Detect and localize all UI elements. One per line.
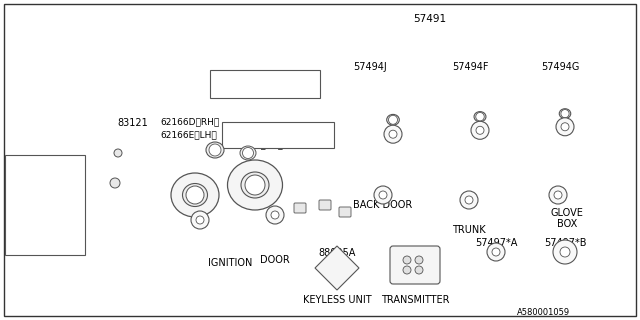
Bar [222,122,334,148]
Polygon shape [315,246,359,290]
Text: BACK DOOR: BACK DOOR [353,200,413,210]
Circle shape [556,118,574,136]
Circle shape [403,256,411,264]
Circle shape [374,186,392,204]
Text: 83121: 83121 [118,118,148,128]
Circle shape [554,191,562,199]
Text: 57494G: 57494G [541,62,579,72]
Circle shape [492,248,500,256]
Circle shape [415,266,423,274]
Circle shape [271,211,279,219]
Circle shape [471,121,489,139]
Circle shape [110,178,120,188]
Text: 57494F: 57494F [452,62,488,72]
Circle shape [196,216,204,224]
Text: 62166E〈LH〉: 62166E〈LH〉 [160,130,217,139]
Circle shape [553,240,577,264]
FancyBboxPatch shape [554,105,576,124]
Circle shape [403,266,411,274]
Ellipse shape [559,109,571,118]
Text: 88211C〈RH〉: 88211C〈RH〉 [225,127,284,136]
Circle shape [266,206,284,224]
Text: GLOVE: GLOVE [550,208,584,218]
Text: BOX: BOX [557,219,577,229]
Ellipse shape [171,173,219,217]
Circle shape [209,144,221,156]
Ellipse shape [182,183,207,206]
Text: 88035E: 88035E [397,248,433,258]
FancyBboxPatch shape [390,246,440,284]
Ellipse shape [240,146,256,160]
Text: 57494H〈RH〉: 57494H〈RH〉 [215,75,274,84]
Text: IGNITION: IGNITION [208,258,252,268]
Circle shape [560,247,570,257]
Text: 57497*A: 57497*A [475,238,517,248]
Circle shape [245,175,265,195]
Circle shape [487,243,505,261]
Text: 88035A: 88035A [318,248,356,258]
Text: 57497*B: 57497*B [544,238,586,248]
Text: 62166D〈RH〉: 62166D〈RH〉 [160,117,220,126]
Text: 88211D〈LH〉: 88211D〈LH〉 [225,140,283,149]
Text: 83141: 83141 [38,175,68,185]
Circle shape [476,112,484,121]
Circle shape [243,148,253,158]
Bar [5,155,85,255]
Text: 83140: 83140 [38,162,68,172]
Bar [210,70,320,98]
Text: TRUNK: TRUNK [452,225,486,235]
Circle shape [460,191,478,209]
Circle shape [415,256,423,264]
Circle shape [186,186,204,204]
Circle shape [476,126,484,134]
Circle shape [114,149,122,157]
Circle shape [561,123,569,131]
Circle shape [384,125,402,143]
Text: A580001059: A580001059 [517,308,570,317]
Text: 57494J: 57494J [353,62,387,72]
FancyBboxPatch shape [294,203,306,213]
FancyBboxPatch shape [339,207,351,217]
Text: KEYLESS UNIT: KEYLESS UNIT [303,295,371,305]
Text: TRANSMITTER: TRANSMITTER [381,295,449,305]
Circle shape [465,196,473,204]
Ellipse shape [227,160,282,210]
Text: 57494I〈LH〉: 57494I〈LH〉 [215,88,269,97]
Circle shape [549,186,567,204]
Text: 57491: 57491 [413,14,447,24]
Circle shape [191,211,209,229]
Ellipse shape [474,112,486,122]
FancyBboxPatch shape [319,200,331,210]
Ellipse shape [241,172,269,198]
FancyBboxPatch shape [468,108,492,127]
Circle shape [561,109,569,118]
Text: DOOR: DOOR [260,255,290,265]
Circle shape [388,115,397,124]
Ellipse shape [206,142,224,158]
Ellipse shape [387,114,399,125]
Circle shape [389,130,397,138]
Circle shape [379,191,387,199]
FancyBboxPatch shape [381,110,405,131]
